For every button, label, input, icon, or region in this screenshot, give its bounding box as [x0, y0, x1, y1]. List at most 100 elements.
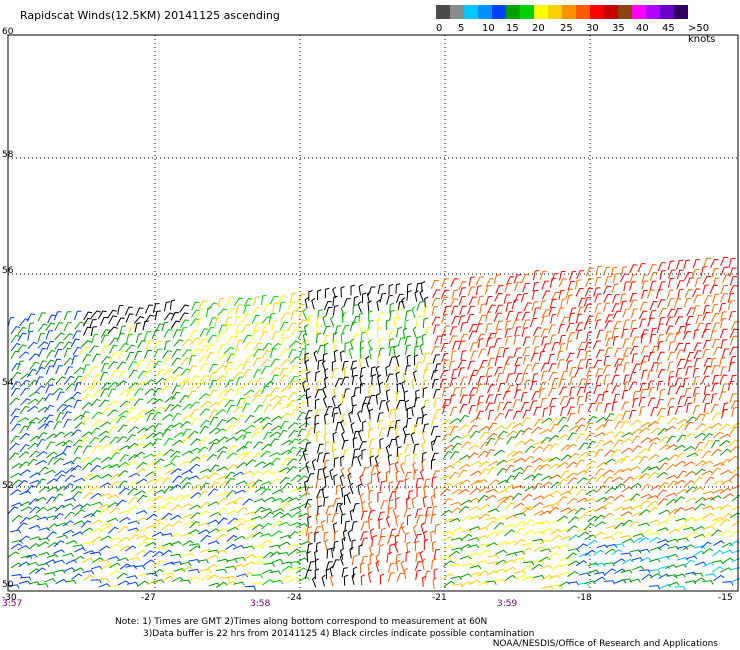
- scale-swatch: [674, 5, 688, 19]
- wind-barb: [493, 274, 501, 284]
- wind-barb: [36, 438, 46, 448]
- wind-barb: [333, 530, 339, 542]
- wind-barb: [684, 580, 697, 585]
- wind-barb: [584, 287, 593, 297]
- wind-barb: [243, 545, 255, 550]
- wind-barb: [344, 341, 350, 353]
- wind-barb: [431, 297, 440, 307]
- wind-barb: [477, 582, 489, 587]
- wind-barb: [387, 426, 394, 437]
- wind-barb: [340, 286, 345, 298]
- wind-barb: [385, 470, 391, 482]
- wind-barb: [182, 540, 194, 547]
- wind-barb: [628, 381, 638, 391]
- wind-barb: [513, 334, 520, 345]
- wind-barb: [692, 572, 704, 577]
- wind-barb: [702, 512, 715, 519]
- wind-barb: [622, 308, 630, 318]
- wind-barb: [731, 520, 740, 527]
- wind-barb: [610, 266, 617, 277]
- wind-barb: [703, 402, 710, 413]
- wind-barb: [19, 405, 30, 414]
- wind-barb: [90, 579, 102, 584]
- wind-barb: [306, 543, 313, 554]
- wind-barb: [339, 554, 344, 566]
- wind-barb: [440, 296, 449, 306]
- wind-barb: [593, 549, 605, 556]
- wind-barb: [476, 559, 488, 565]
- wind-barb: [614, 364, 622, 374]
- wind-barb: [667, 376, 674, 387]
- wind-barb: [225, 436, 238, 443]
- wind-barb: [346, 491, 352, 504]
- wind-barb: [711, 313, 720, 322]
- wind-barb: [423, 306, 429, 317]
- wind-barb: [395, 559, 401, 572]
- wind-barb: [232, 545, 245, 550]
- wind-barb: [297, 330, 306, 340]
- wind-barb: [458, 424, 469, 432]
- wind-barb: [332, 497, 341, 508]
- wind-barb: [155, 377, 167, 385]
- wind-barb: [368, 571, 373, 583]
- wind-barb: [313, 526, 322, 536]
- wind-barb: [368, 408, 374, 420]
- wind-barb: [16, 344, 27, 353]
- wind-barb: [10, 334, 21, 344]
- wind-barb: [656, 351, 665, 361]
- wind-barb: [45, 496, 57, 505]
- wind-barb: [152, 398, 164, 405]
- wind-barb: [647, 471, 659, 480]
- wind-barb: [485, 488, 498, 493]
- wind-barb: [575, 459, 585, 468]
- wind-barb: [595, 265, 603, 276]
- wind-barb: [304, 499, 313, 509]
- wind-barb: [109, 416, 121, 424]
- wind-barb: [575, 322, 584, 332]
- wind-barb: [641, 280, 649, 290]
- wind-barb: [665, 463, 677, 472]
- wind-barb: [71, 531, 84, 537]
- wind-barb: [315, 478, 322, 489]
- wind-barb: [280, 449, 292, 456]
- wind-barb: [368, 438, 376, 449]
- wind-barb: [692, 367, 699, 378]
- wind-barb: [521, 507, 532, 516]
- wind-barb: [478, 348, 486, 358]
- wind-barb: [232, 471, 245, 477]
- wind-barb: [460, 350, 467, 361]
- wind-barb: [523, 364, 532, 374]
- wind-barb: [521, 327, 529, 337]
- wind-barb: [604, 568, 616, 575]
- wind-barb: [80, 393, 92, 402]
- scale-swatch: [632, 5, 646, 19]
- wind-barb: [702, 580, 714, 585]
- wind-barb: [199, 328, 209, 337]
- wind-barb: [575, 424, 586, 433]
- wind-barb: [504, 458, 517, 464]
- wind-barb: [710, 529, 722, 537]
- wind-barb: [18, 461, 30, 469]
- wind-barb: [487, 554, 500, 560]
- wind-barb: [74, 509, 86, 517]
- wind-barb: [548, 434, 560, 442]
- wind-barb: [280, 575, 292, 582]
- wind-barb: [731, 494, 740, 502]
- wind-barb: [28, 417, 40, 424]
- wind-barb: [548, 502, 560, 507]
- wind-barb: [701, 450, 712, 459]
- wind-barb: [253, 498, 266, 503]
- wind-barb: [314, 370, 321, 382]
- wind-barb: [133, 442, 146, 449]
- wind-barb: [289, 548, 301, 556]
- wind-barb: [216, 450, 227, 460]
- wind-barb: [461, 533, 473, 541]
- wind-barb: [215, 549, 227, 554]
- wind-barb: [430, 370, 438, 380]
- wind-barb: [180, 503, 193, 509]
- wind-barb: [281, 561, 293, 566]
- wind-barb: [242, 368, 252, 378]
- wind-barb: [611, 283, 619, 293]
- wind-barb: [63, 567, 76, 572]
- wind-barb: [242, 498, 254, 506]
